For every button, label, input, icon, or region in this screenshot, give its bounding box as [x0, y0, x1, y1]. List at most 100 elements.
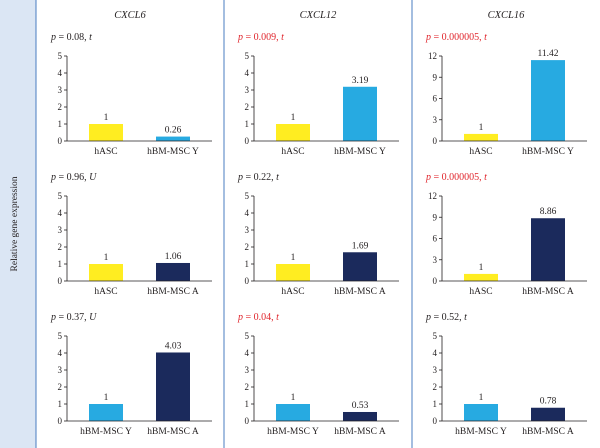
y-tick-label: 12 — [428, 191, 437, 201]
y-axis-label: Relative gene expression — [10, 176, 20, 271]
y-tick-label: 4 — [58, 68, 63, 78]
bar-value-label: 1 — [104, 253, 109, 263]
bar-value-label: 1 — [479, 123, 484, 133]
category-label: hASC — [281, 147, 304, 157]
bar-value-label: 8.86 — [540, 207, 557, 217]
category-label: hBM-MSC Y — [522, 147, 574, 157]
y-tick-label: 5 — [58, 191, 63, 201]
y-tick-label: 5 — [245, 331, 250, 341]
bar-value-label: 1 — [291, 113, 296, 123]
panel-r1-c2: p = 0.009, t 0 1 2 3 4 5 1 hASC 3.19 hBM-MSC Y — [237, 32, 399, 157]
y-tick-label: 2 — [58, 382, 63, 392]
panel-r3-c3: p = 0.52, t 0 1 2 3 4 5 1 hBM-MSC Y 0.78 hBM-MSC A — [425, 312, 587, 437]
y-tick-label: 3 — [58, 225, 63, 235]
bar-hbm-msc-y — [156, 136, 190, 141]
bar-hasc — [464, 133, 498, 141]
bar-value-label: 1 — [104, 113, 109, 123]
category-label: hBM-MSC Y — [147, 147, 199, 157]
category-label: hBM-MSC A — [522, 287, 574, 297]
bar-hasc — [276, 264, 310, 281]
y-tick-label: 2 — [245, 102, 250, 112]
bar-hbm-msc-y — [89, 404, 123, 421]
category-label: hBM-MSC Y — [267, 427, 319, 437]
p-value-label: p = 0.000005, t — [425, 32, 487, 43]
y-tick-label: 9 — [433, 72, 438, 82]
p-value-label: p = 0.04, t — [237, 312, 279, 323]
y-tick-label: 2 — [58, 242, 63, 252]
y-tick-label: 2 — [245, 382, 250, 392]
bar-hasc — [276, 124, 310, 141]
bar-value-label: 4.03 — [165, 341, 182, 351]
y-tick-label: 0 — [58, 276, 63, 286]
y-tick-label: 12 — [428, 51, 437, 61]
bar-hbm-msc-y — [343, 86, 377, 141]
y-tick-label: 3 — [433, 255, 438, 265]
p-value-label: p = 0.009, t — [237, 32, 284, 43]
p-value-label: p = 0.22, t — [237, 172, 279, 183]
y-tick-label: 4 — [58, 208, 63, 218]
category-label: hBM-MSC A — [147, 287, 199, 297]
y-tick-label: 0 — [433, 276, 438, 286]
y-tick-label: 1 — [245, 399, 250, 409]
y-tick-label: 3 — [433, 365, 438, 375]
column-title-1: CXCL6 — [114, 10, 146, 21]
bar-value-label: 0.53 — [352, 401, 369, 411]
category-label: hBM-MSC Y — [334, 147, 386, 157]
category-label: hBM-MSC A — [334, 427, 386, 437]
bar-hbm-msc-a — [531, 218, 565, 281]
y-tick-label: 0 — [245, 136, 250, 146]
y-tick-label: 5 — [245, 51, 250, 61]
y-tick-label: 2 — [58, 102, 63, 112]
bar-value-label: 1 — [104, 393, 109, 403]
category-label: hBM-MSC Y — [455, 427, 507, 437]
category-label: hBM-MSC A — [147, 427, 199, 437]
category-label: hASC — [281, 287, 304, 297]
column-title-2: CXCL12 — [300, 10, 338, 21]
bar-value-label: 1.69 — [352, 241, 369, 251]
bar-hasc — [89, 124, 123, 141]
y-tick-label: 1 — [58, 119, 63, 129]
bar-value-label: 1 — [291, 393, 296, 403]
category-label: hBM-MSC Y — [80, 427, 132, 437]
p-value-label: p = 0.96, U — [50, 172, 97, 183]
y-tick-label: 5 — [58, 51, 63, 61]
bar-hbm-msc-y — [464, 404, 498, 421]
panel-r3-c1: p = 0.37, U 0 1 2 3 4 5 1 hBM-MSC Y 4.03 hBM-MSC A — [50, 312, 212, 437]
y-tick-label: 4 — [245, 348, 250, 358]
y-tick-label: 0 — [58, 416, 63, 426]
bar-hbm-msc-y — [531, 60, 565, 141]
bar-hbm-msc-a — [343, 411, 377, 421]
category-label: hASC — [469, 147, 492, 157]
y-tick-label: 4 — [58, 348, 63, 358]
p-value-label: p = 0.000005, t — [425, 172, 487, 183]
y-tick-label: 1 — [245, 259, 250, 269]
p-value-label: p = 0.52, t — [425, 312, 467, 323]
bar-hasc — [464, 273, 498, 281]
y-tick-label: 6 — [433, 94, 438, 104]
category-label: hASC — [94, 287, 117, 297]
y-tick-label: 9 — [433, 212, 438, 222]
column-title-3: CXCL16 — [488, 10, 526, 21]
y-tick-label: 3 — [245, 225, 250, 235]
y-tick-label: 4 — [245, 68, 250, 78]
panel-r1-c3: p = 0.000005, t 0 3 6 9 12 1 hASC 11.42 hBM-MSC Y — [425, 32, 587, 157]
y-tick-label: 1 — [433, 399, 438, 409]
y-tick-label: 5 — [245, 191, 250, 201]
y-tick-label: 5 — [433, 331, 438, 341]
y-tick-label: 4 — [433, 348, 438, 358]
y-tick-label: 0 — [58, 136, 63, 146]
y-tick-label: 0 — [433, 416, 438, 426]
bar-value-label: 11.42 — [537, 49, 558, 59]
bar-value-label: 1 — [479, 393, 484, 403]
bar-hbm-msc-y — [276, 404, 310, 421]
bar-hbm-msc-a — [156, 262, 190, 281]
y-label-strip — [0, 0, 36, 448]
y-tick-label: 3 — [433, 115, 438, 125]
y-tick-label: 3 — [245, 365, 250, 375]
y-tick-label: 1 — [58, 399, 63, 409]
panel-r1-c1: p = 0.08, t 0 1 2 3 4 5 1 hASC 0.26 hBM-MSC Y — [50, 32, 212, 157]
panel-r3-c2: p = 0.04, t 0 1 2 3 4 5 1 hBM-MSC Y 0.53 hBM-MSC A — [237, 312, 399, 437]
p-value-label: p = 0.37, U — [50, 312, 97, 323]
category-label: hASC — [94, 147, 117, 157]
